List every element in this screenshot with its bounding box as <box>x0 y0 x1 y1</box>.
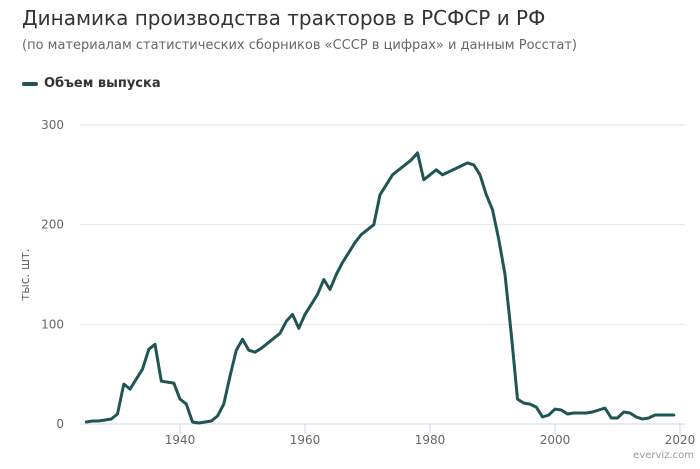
y-tick-label: 200 <box>41 218 64 232</box>
y-tick-label: 100 <box>41 317 64 331</box>
credit-link[interactable]: everviz.com <box>633 450 694 461</box>
x-tick-label: 1960 <box>290 433 321 447</box>
chart-title: Динамика производства тракторов в РСФСР … <box>22 6 546 30</box>
y-tick-label: 0 <box>56 417 64 431</box>
x-tick-label: 1980 <box>415 433 446 447</box>
x-tick-label: 1940 <box>165 433 196 447</box>
legend-label: Объем выпуска <box>44 76 161 91</box>
y-axis-label: тыс. шт. <box>18 248 32 300</box>
legend-item[interactable]: Объем выпуска <box>22 76 161 91</box>
series-line <box>84 151 676 425</box>
chart-subtitle: (по материалам статистических сборников … <box>22 38 578 53</box>
y-tick-label: 300 <box>41 118 64 132</box>
legend-swatch <box>22 81 38 86</box>
x-tick-label: 2000 <box>540 433 571 447</box>
x-tick-label: 2020 <box>665 433 696 447</box>
